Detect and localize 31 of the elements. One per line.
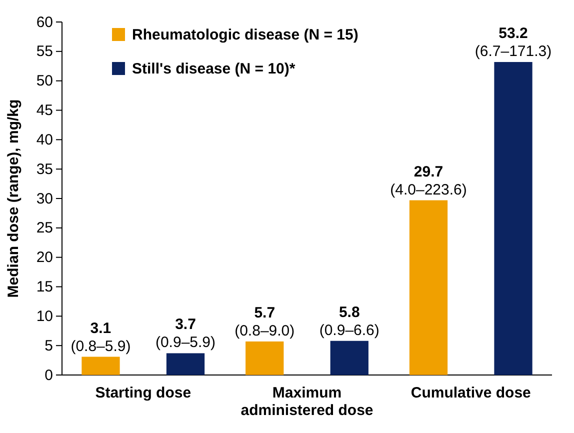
bar	[246, 341, 284, 375]
data-label: 5.8 (0.9–6.6)	[319, 304, 380, 339]
y-tick-label: 45	[36, 102, 53, 120]
bar	[330, 340, 368, 375]
y-tick-label: 5	[44, 337, 53, 354]
y-tick-label: 50	[36, 72, 53, 90]
data-label: 3.7 (0.9–5.9)	[155, 316, 216, 352]
y-tick-label: 30	[36, 190, 53, 208]
x-tick-label: Starting dose	[95, 384, 192, 402]
legend-label: Rheumatologic disease (N = 15)	[132, 26, 358, 44]
legend-label: Still's disease (N = 10)*	[132, 60, 296, 78]
y-tick-label: 10	[36, 308, 53, 325]
data-label: 5.7 (0.8–9.0)	[234, 304, 295, 340]
y-axis-title: Median dose (range), mg/kg	[5, 99, 22, 298]
y-tick-label: 35	[36, 160, 53, 178]
bar	[494, 62, 532, 375]
y-tick-label: 0	[44, 366, 53, 384]
bar	[166, 353, 205, 375]
x-tick-label: Maximum administered dose	[240, 384, 374, 419]
bar	[82, 356, 120, 375]
x-tick-label: Cumulative dose	[410, 384, 531, 402]
bar	[409, 200, 448, 375]
y-tick-label: 15	[36, 278, 53, 296]
y-tick-label: 55	[36, 43, 53, 60]
y-tick-label: 25	[36, 220, 53, 237]
y-tick-label: 60	[36, 14, 53, 31]
data-label: 29.7 (4.0–223.6)	[390, 163, 467, 198]
y-tick-label: 20	[36, 249, 53, 266]
data-label: 3.1 (0.8–5.9)	[70, 320, 131, 355]
y-tick-label: 40	[36, 131, 53, 148]
data-label: 53.2 (6.7–171.3)	[474, 25, 552, 60]
